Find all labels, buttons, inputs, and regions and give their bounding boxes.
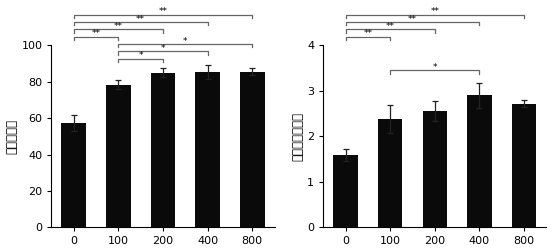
Text: **: ** — [386, 22, 395, 31]
Bar — [333, 155, 358, 227]
Text: *: * — [161, 44, 165, 53]
Bar — [422, 111, 447, 227]
Text: **: ** — [136, 15, 145, 24]
Y-axis label: 屑参成活率: 屑参成活率 — [6, 119, 19, 154]
Text: **: ** — [363, 29, 373, 38]
Y-axis label: 屑参特定生长率: 屑参特定生长率 — [291, 112, 304, 161]
Text: **: ** — [431, 8, 439, 16]
Text: **: ** — [158, 8, 167, 16]
Bar — [61, 123, 86, 227]
Bar — [151, 73, 176, 227]
Bar — [195, 72, 220, 227]
Bar — [106, 84, 131, 227]
Bar — [378, 119, 402, 227]
Text: **: ** — [92, 29, 100, 38]
Text: **: ** — [408, 15, 417, 24]
Text: *: * — [183, 37, 188, 46]
Bar — [512, 104, 537, 227]
Bar — [467, 96, 492, 227]
Text: *: * — [139, 51, 143, 60]
Text: **: ** — [114, 22, 123, 31]
Text: *: * — [433, 63, 437, 72]
Bar — [240, 72, 264, 227]
